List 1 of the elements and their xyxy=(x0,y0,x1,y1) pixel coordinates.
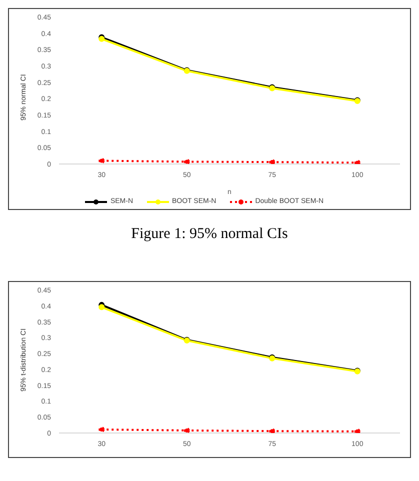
caption: Figure 1: 95% normal CIs xyxy=(130,226,289,243)
